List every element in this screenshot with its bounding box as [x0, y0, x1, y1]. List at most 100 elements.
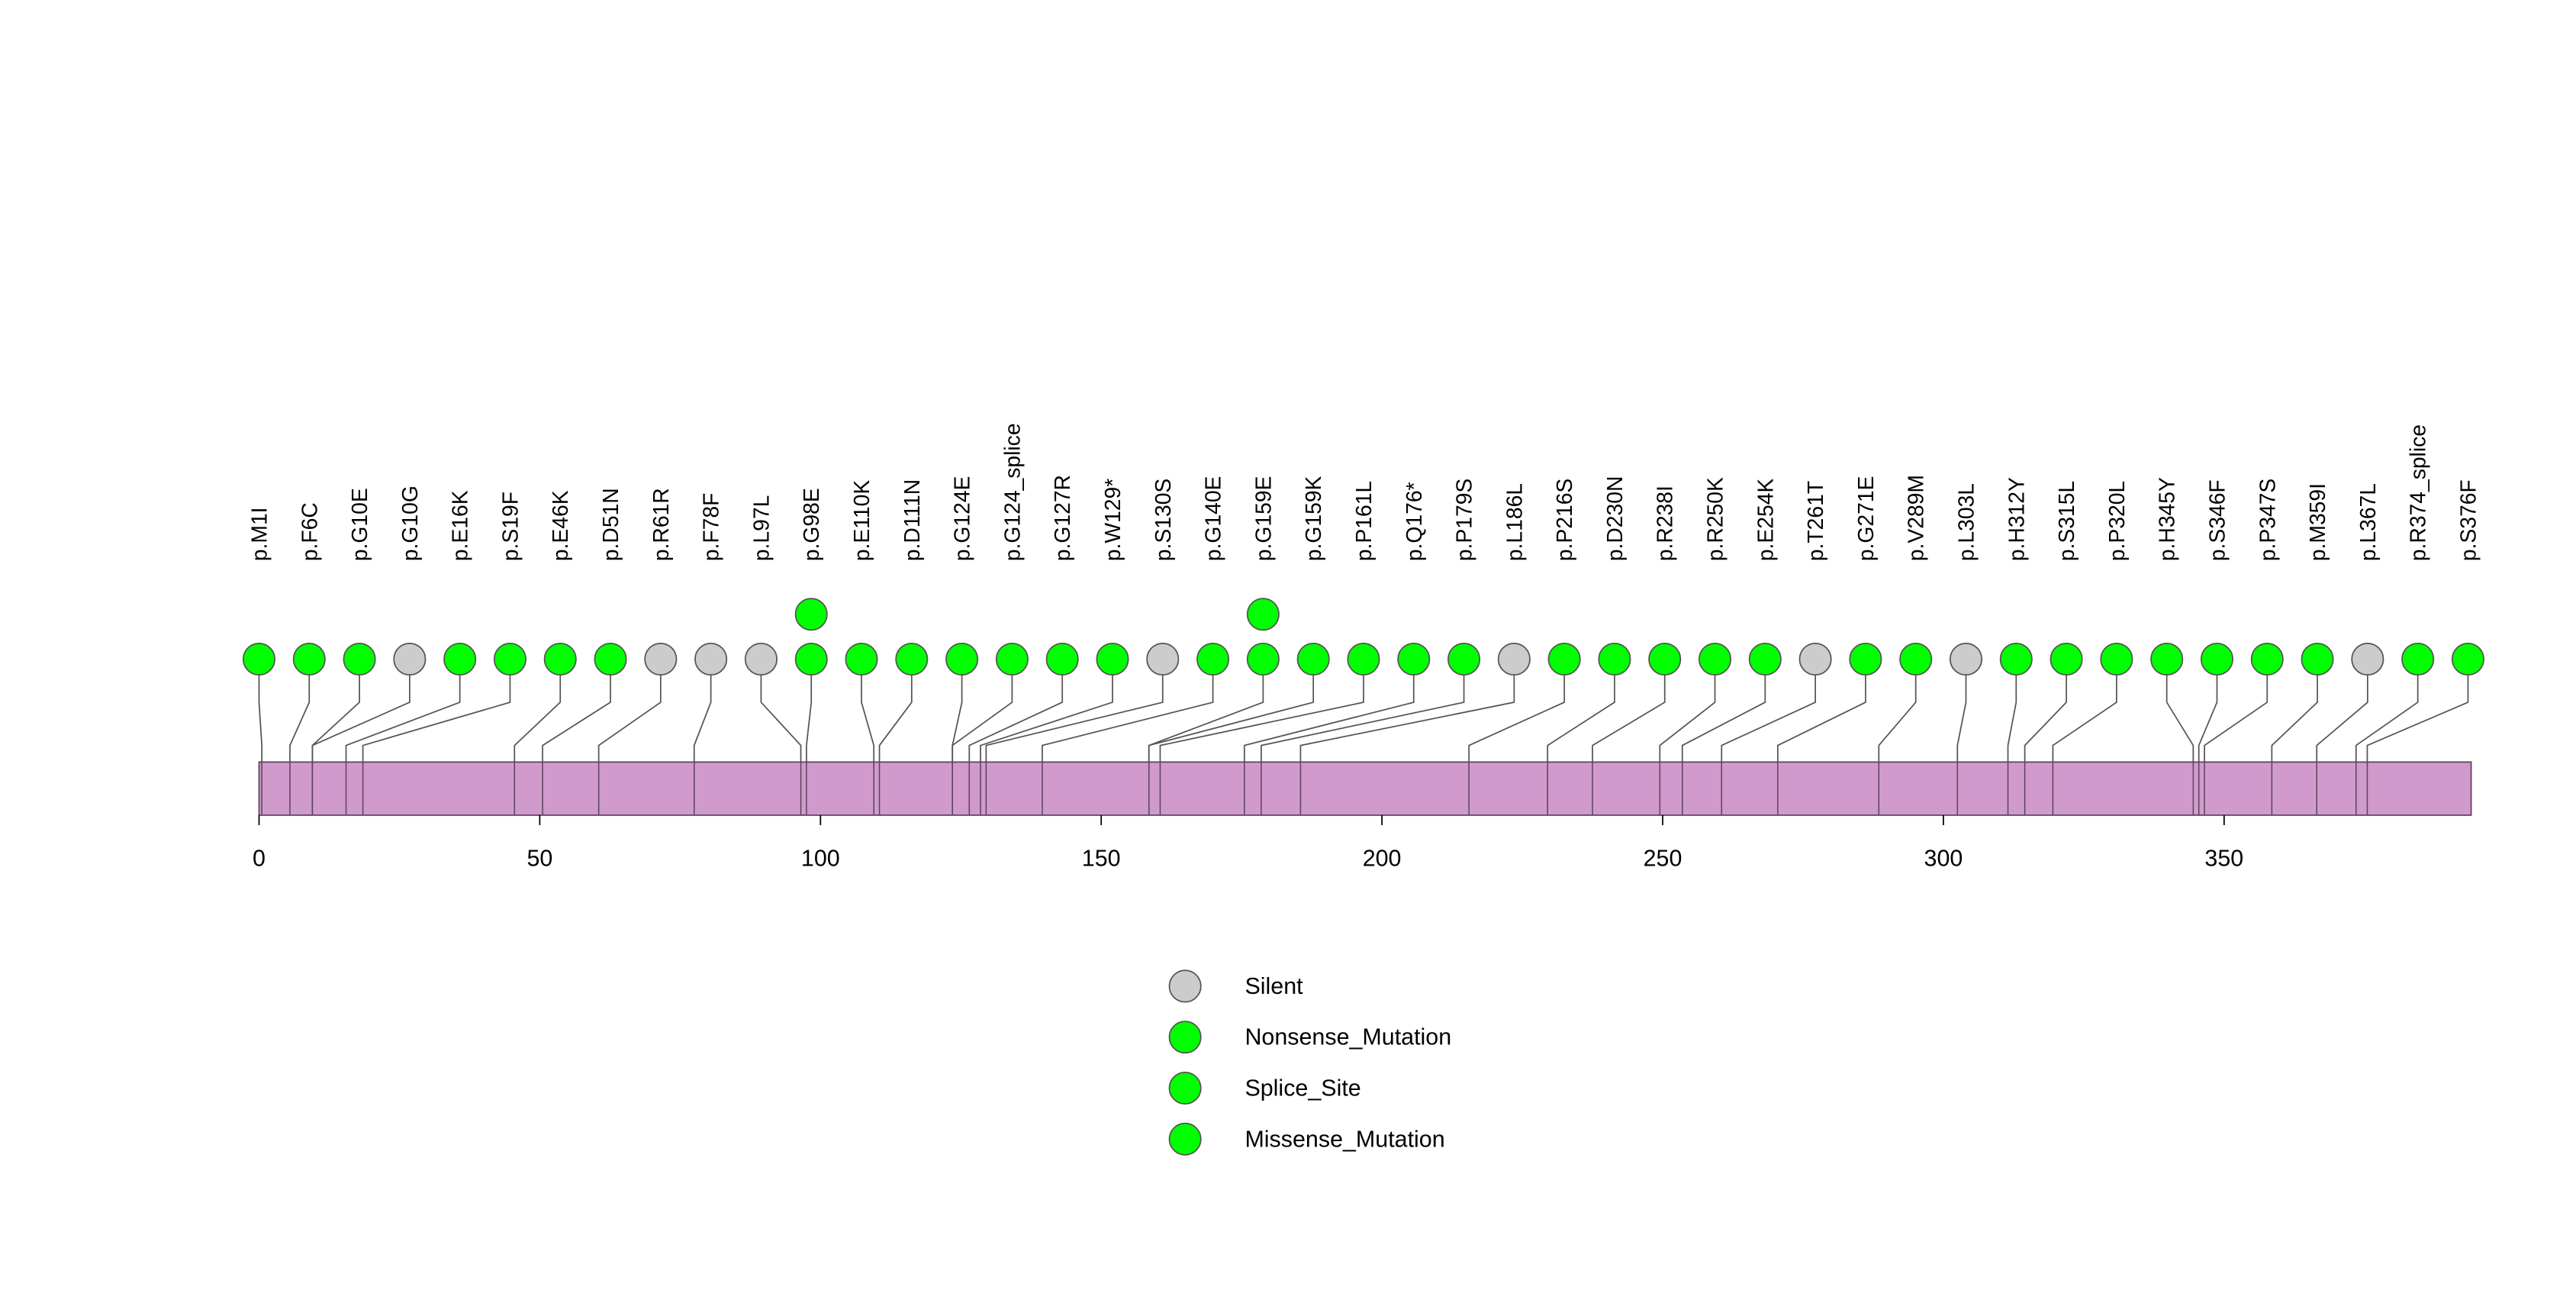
connector-line [362, 659, 511, 763]
connector-line [1468, 659, 1566, 763]
mutation-label: p.R238I [1653, 485, 1677, 561]
x-tick-label: 100 [801, 845, 840, 871]
mutation-point [945, 642, 979, 676]
legend-swatch [1168, 1021, 1202, 1054]
x-tick-label: 250 [1644, 845, 1682, 871]
label-group: p.M1I p.F6C p.G10E p.G10G p.E16K p.S19F p.E46K… [246, 423, 2480, 561]
mutation-point [292, 642, 326, 676]
x-tick-label: 300 [1924, 845, 1963, 871]
connector-line [258, 659, 263, 763]
point-group [242, 598, 2484, 676]
mutation-label: p.R374_splice [2406, 424, 2430, 561]
mutation-point [543, 642, 577, 676]
x-tick-label: 50 [526, 845, 552, 871]
mutation-point [2401, 642, 2435, 676]
legend-label: Nonsense_Mutation [1245, 1024, 1451, 1050]
mutation-point [1899, 642, 1933, 676]
connector-line [2165, 659, 2194, 763]
mutation-label: p.M359I [2305, 483, 2330, 561]
legend-swatch [1168, 1122, 1202, 1156]
x-tick-label: 150 [1082, 845, 1121, 871]
mutation-label: p.D230N [1602, 476, 1627, 562]
connector-line [2198, 659, 2218, 763]
mutation-label: p.P216S [1552, 479, 1576, 561]
connector-line [693, 659, 712, 763]
connector-line [2052, 659, 2117, 763]
mutation-label: p.P347S [2255, 479, 2279, 561]
mutation-label: p.H345Y [2155, 477, 2179, 561]
mutation-point [1648, 642, 1682, 676]
mutation-label: p.R250K [1703, 477, 1728, 561]
connector-line [1299, 659, 1515, 763]
connector-line [311, 659, 411, 763]
connector-line [597, 659, 662, 763]
connector-line [1243, 659, 1415, 763]
mutation-point [1849, 642, 1882, 676]
mutation-label: p.S376F [2455, 479, 2480, 561]
connector-line [878, 659, 913, 763]
mutation-point [744, 642, 778, 676]
mutation-label: p.G124E [950, 476, 974, 562]
connector-line [2366, 659, 2469, 763]
mutation-label: p.L303L [1954, 483, 1979, 561]
connector-line [1159, 659, 1364, 763]
mutation-label: p.L186L [1502, 483, 1526, 561]
legend-swatch [1168, 1071, 1202, 1105]
mutation-point [1045, 642, 1079, 676]
mutation-point [644, 642, 678, 676]
mutation-point [1949, 642, 1983, 676]
mutation-label: p.G10G [398, 485, 422, 561]
connector-line [1721, 659, 1816, 763]
mutation-label: p.G10E [347, 488, 372, 561]
mutation-label: p.G127R [1050, 475, 1074, 561]
connector-line [980, 659, 1113, 763]
mutation-point [2250, 642, 2284, 676]
mutation-point [2200, 642, 2234, 676]
mutation-label: p.E16K [448, 490, 472, 561]
connector-line [514, 659, 562, 763]
mutation-point [1748, 642, 1782, 676]
connector-line [2271, 659, 2318, 763]
mutation-label: p.F78F [699, 493, 723, 562]
mutation-point [694, 642, 728, 676]
mutation-point [2351, 642, 2384, 676]
connector-line [1878, 659, 1917, 763]
mutation-point [343, 642, 376, 676]
mutation-label: p.G98E [799, 488, 823, 561]
mutation-point [995, 642, 1029, 676]
mutation-label: p.G159K [1301, 476, 1325, 561]
mutation-point [895, 642, 929, 676]
legend: Silent Nonsense_Mutation Splice_Site Missen… [1168, 969, 1451, 1156]
mutation-point [794, 642, 828, 676]
connector-group [258, 659, 2469, 763]
mutation-label: p.R61R [649, 488, 673, 561]
connector-line [1681, 659, 1766, 763]
connector-line [1659, 659, 1716, 763]
mutation-point [1246, 598, 1280, 631]
mutation-point [2150, 642, 2184, 676]
mutation-label: p.S19F [497, 492, 522, 561]
mutation-point [1798, 642, 1832, 676]
connector-line [1261, 659, 1465, 763]
x-tick-label: 200 [1363, 845, 1402, 871]
connector-line [1042, 659, 1214, 763]
connector-line [1547, 659, 1615, 763]
mutation-point [1698, 642, 1732, 676]
connector-line [2007, 659, 2017, 763]
mutation-point [1397, 642, 1431, 676]
mutation-point [1347, 642, 1380, 676]
mutation-label: p.W129* [1100, 479, 1125, 561]
connector-line [952, 659, 1013, 763]
mutation-label: p.L97L [749, 495, 773, 561]
connector-line [806, 659, 813, 763]
mutation-point [1196, 642, 1230, 676]
connector-line [1776, 659, 1866, 763]
protein-bar-group [258, 761, 2472, 816]
mutation-label: p.F6C [297, 502, 321, 561]
mutation-point [1447, 642, 1481, 676]
mutation-point [2050, 642, 2083, 676]
mutation-point [794, 598, 828, 631]
mutation-label: p.T261T [1803, 481, 1827, 561]
